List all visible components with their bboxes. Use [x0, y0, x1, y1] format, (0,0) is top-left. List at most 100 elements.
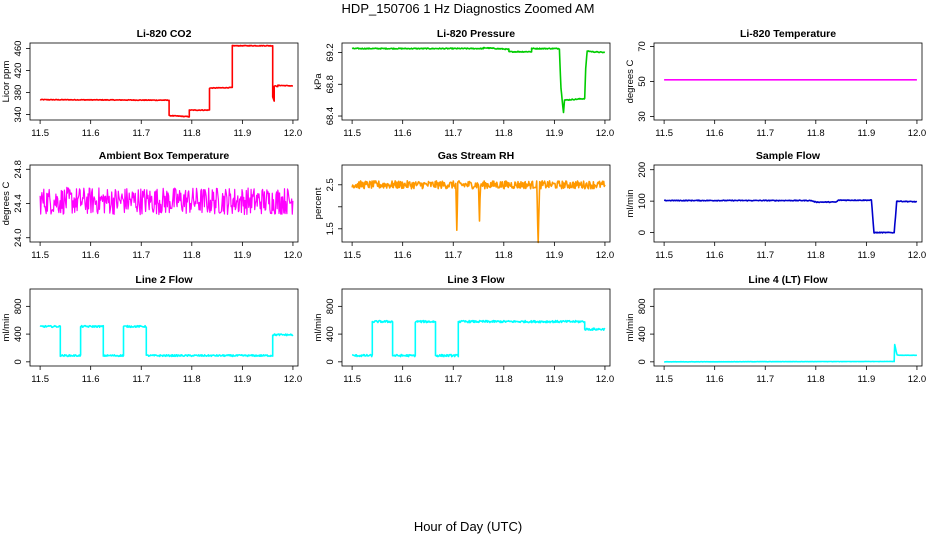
x-tick-label: 11.9: [545, 250, 563, 261]
x-tick-label: 11.9: [233, 250, 251, 261]
panel-ylabel: percent: [313, 187, 324, 219]
chart-panel: Line 2 Flow ml/min 11.5 11.6 11.7 11.8 11.9 12.…: [1, 274, 302, 385]
y-tick-label: 0: [13, 359, 24, 364]
x-tick-label: 12.0: [596, 250, 615, 261]
y-tick-label: 380: [13, 85, 24, 101]
x-tick-label: 12.0: [908, 128, 927, 139]
y-tick-label: 24.8: [13, 160, 24, 179]
x-tick-label: 11.8: [807, 128, 825, 139]
series-line: [39, 324, 294, 358]
y-tick-label: 68.4: [325, 107, 336, 126]
x-tick-label: 11.8: [495, 374, 513, 385]
panel-ylabel: degrees C: [625, 59, 636, 103]
x-tick-label: 11.9: [545, 128, 563, 139]
x-tick-label: 11.6: [394, 250, 412, 261]
x-tick-label: 11.7: [132, 374, 150, 385]
chart-panel: Ambient Box Temperature degrees C 11.5 11.6…: [1, 150, 302, 261]
panel-ylabel: ml/min: [625, 314, 636, 342]
x-tick-label: 12.0: [908, 250, 927, 261]
y-tick-label: 460: [13, 41, 24, 57]
x-tick-label: 11.5: [343, 250, 361, 261]
panel-ylabel: Licor ppm: [1, 61, 12, 103]
x-tick-label: 11.9: [545, 374, 563, 385]
x-tick-label: 11.5: [31, 128, 49, 139]
x-tick-label: 11.7: [132, 250, 150, 261]
y-tick-label: 24.4: [13, 194, 24, 213]
x-tick-label: 11.8: [183, 374, 201, 385]
x-tick-label: 11.6: [706, 374, 724, 385]
panel-grid: Li-820 CO2 Licor ppm 11.5 11.6 11.7 11.8 11.9 1…: [1, 28, 926, 385]
chart-panel: Line 4 (LT) Flow ml/min 11.5 11.6 11.7 11.8 11…: [625, 274, 926, 385]
x-tick-label: 11.6: [706, 128, 724, 139]
y-tick-label: 2.5: [325, 178, 336, 191]
y-tick-label: 400: [13, 326, 24, 342]
x-tick-label: 11.9: [857, 128, 875, 139]
y-tick-label: 800: [637, 298, 648, 314]
x-tick-label: 12.0: [284, 128, 303, 139]
x-tick-label: 12.0: [596, 128, 615, 139]
x-tick-label: 11.5: [343, 128, 361, 139]
plot-frame: [341, 164, 611, 243]
x-tick-label: 11.6: [394, 128, 412, 139]
x-tick-label: 11.8: [495, 128, 513, 139]
panel-title: Ambient Box Temperature: [99, 150, 230, 162]
x-tick-label: 12.0: [596, 374, 615, 385]
x-tick-label: 11.5: [31, 374, 49, 385]
panel-ylabel: ml/min: [1, 314, 12, 342]
panel-ylabel: ml/min: [625, 190, 636, 218]
y-tick-label: 200: [637, 162, 648, 178]
y-tick-label: 24.0: [13, 228, 24, 247]
chart-panel: Line 3 Flow ml/min 11.5 11.6 11.7 11.8 11.9 12.…: [313, 274, 614, 385]
panel-ylabel: degrees C: [1, 181, 12, 225]
x-tick-label: 12.0: [284, 250, 303, 261]
x-tick-label: 11.5: [655, 128, 673, 139]
panel-title: Line 2 Flow: [135, 274, 193, 286]
x-tick-label: 11.9: [233, 374, 251, 385]
chart-panel: Li-820 Pressure kPa 11.5 11.6 11.7 11.8 11.9 12…: [313, 28, 614, 139]
x-tick-label: 11.6: [394, 374, 412, 385]
x-tick-label: 11.7: [132, 128, 150, 139]
x-tick-label: 11.6: [706, 250, 724, 261]
x-tick-label: 11.7: [444, 374, 462, 385]
x-tick-label: 11.8: [807, 250, 825, 261]
y-tick-label: 50: [637, 76, 648, 87]
panel-title: Li-820 CO2: [137, 28, 192, 40]
panel-title: Sample Flow: [756, 150, 821, 162]
series-line: [39, 186, 294, 216]
y-tick-label: 0: [637, 230, 648, 235]
y-tick-label: 69.2: [325, 43, 336, 62]
x-tick-label: 11.6: [82, 128, 100, 139]
chart-panel: Gas Stream RH percent 11.5 11.6 11.7 11.8 11.9…: [313, 150, 614, 261]
figure-xlabel: Hour of Day (UTC): [414, 519, 522, 534]
x-tick-label: 11.8: [495, 250, 513, 261]
panel-ylabel: kPa: [313, 73, 324, 90]
plot-frame: [341, 42, 611, 121]
series-line: [351, 180, 606, 244]
y-tick-label: 70: [637, 41, 648, 52]
panel-title: Line 3 Flow: [447, 274, 505, 286]
plot-frame: [29, 288, 299, 367]
x-tick-label: 11.8: [183, 250, 201, 261]
y-tick-label: 0: [325, 359, 336, 364]
x-tick-label: 11.5: [655, 250, 673, 261]
y-tick-label: 340: [13, 107, 24, 123]
series-line: [39, 44, 294, 118]
plot-frame: [653, 288, 923, 367]
plot-frame: [341, 288, 611, 367]
plot-frame: [653, 42, 923, 121]
x-tick-label: 11.9: [857, 374, 875, 385]
x-tick-label: 11.5: [343, 374, 361, 385]
y-tick-label: 400: [325, 326, 336, 342]
x-tick-label: 11.7: [444, 128, 462, 139]
y-tick-label: 30: [637, 111, 648, 122]
series-line: [351, 46, 606, 114]
y-tick-label: 400: [637, 326, 648, 342]
x-tick-label: 11.7: [756, 374, 774, 385]
y-tick-label: 1.5: [325, 222, 336, 235]
x-tick-label: 11.5: [31, 250, 49, 261]
y-tick-label: 800: [13, 298, 24, 314]
x-tick-label: 11.9: [857, 250, 875, 261]
x-tick-label: 11.6: [82, 250, 100, 261]
panel-title: Gas Stream RH: [438, 150, 514, 162]
